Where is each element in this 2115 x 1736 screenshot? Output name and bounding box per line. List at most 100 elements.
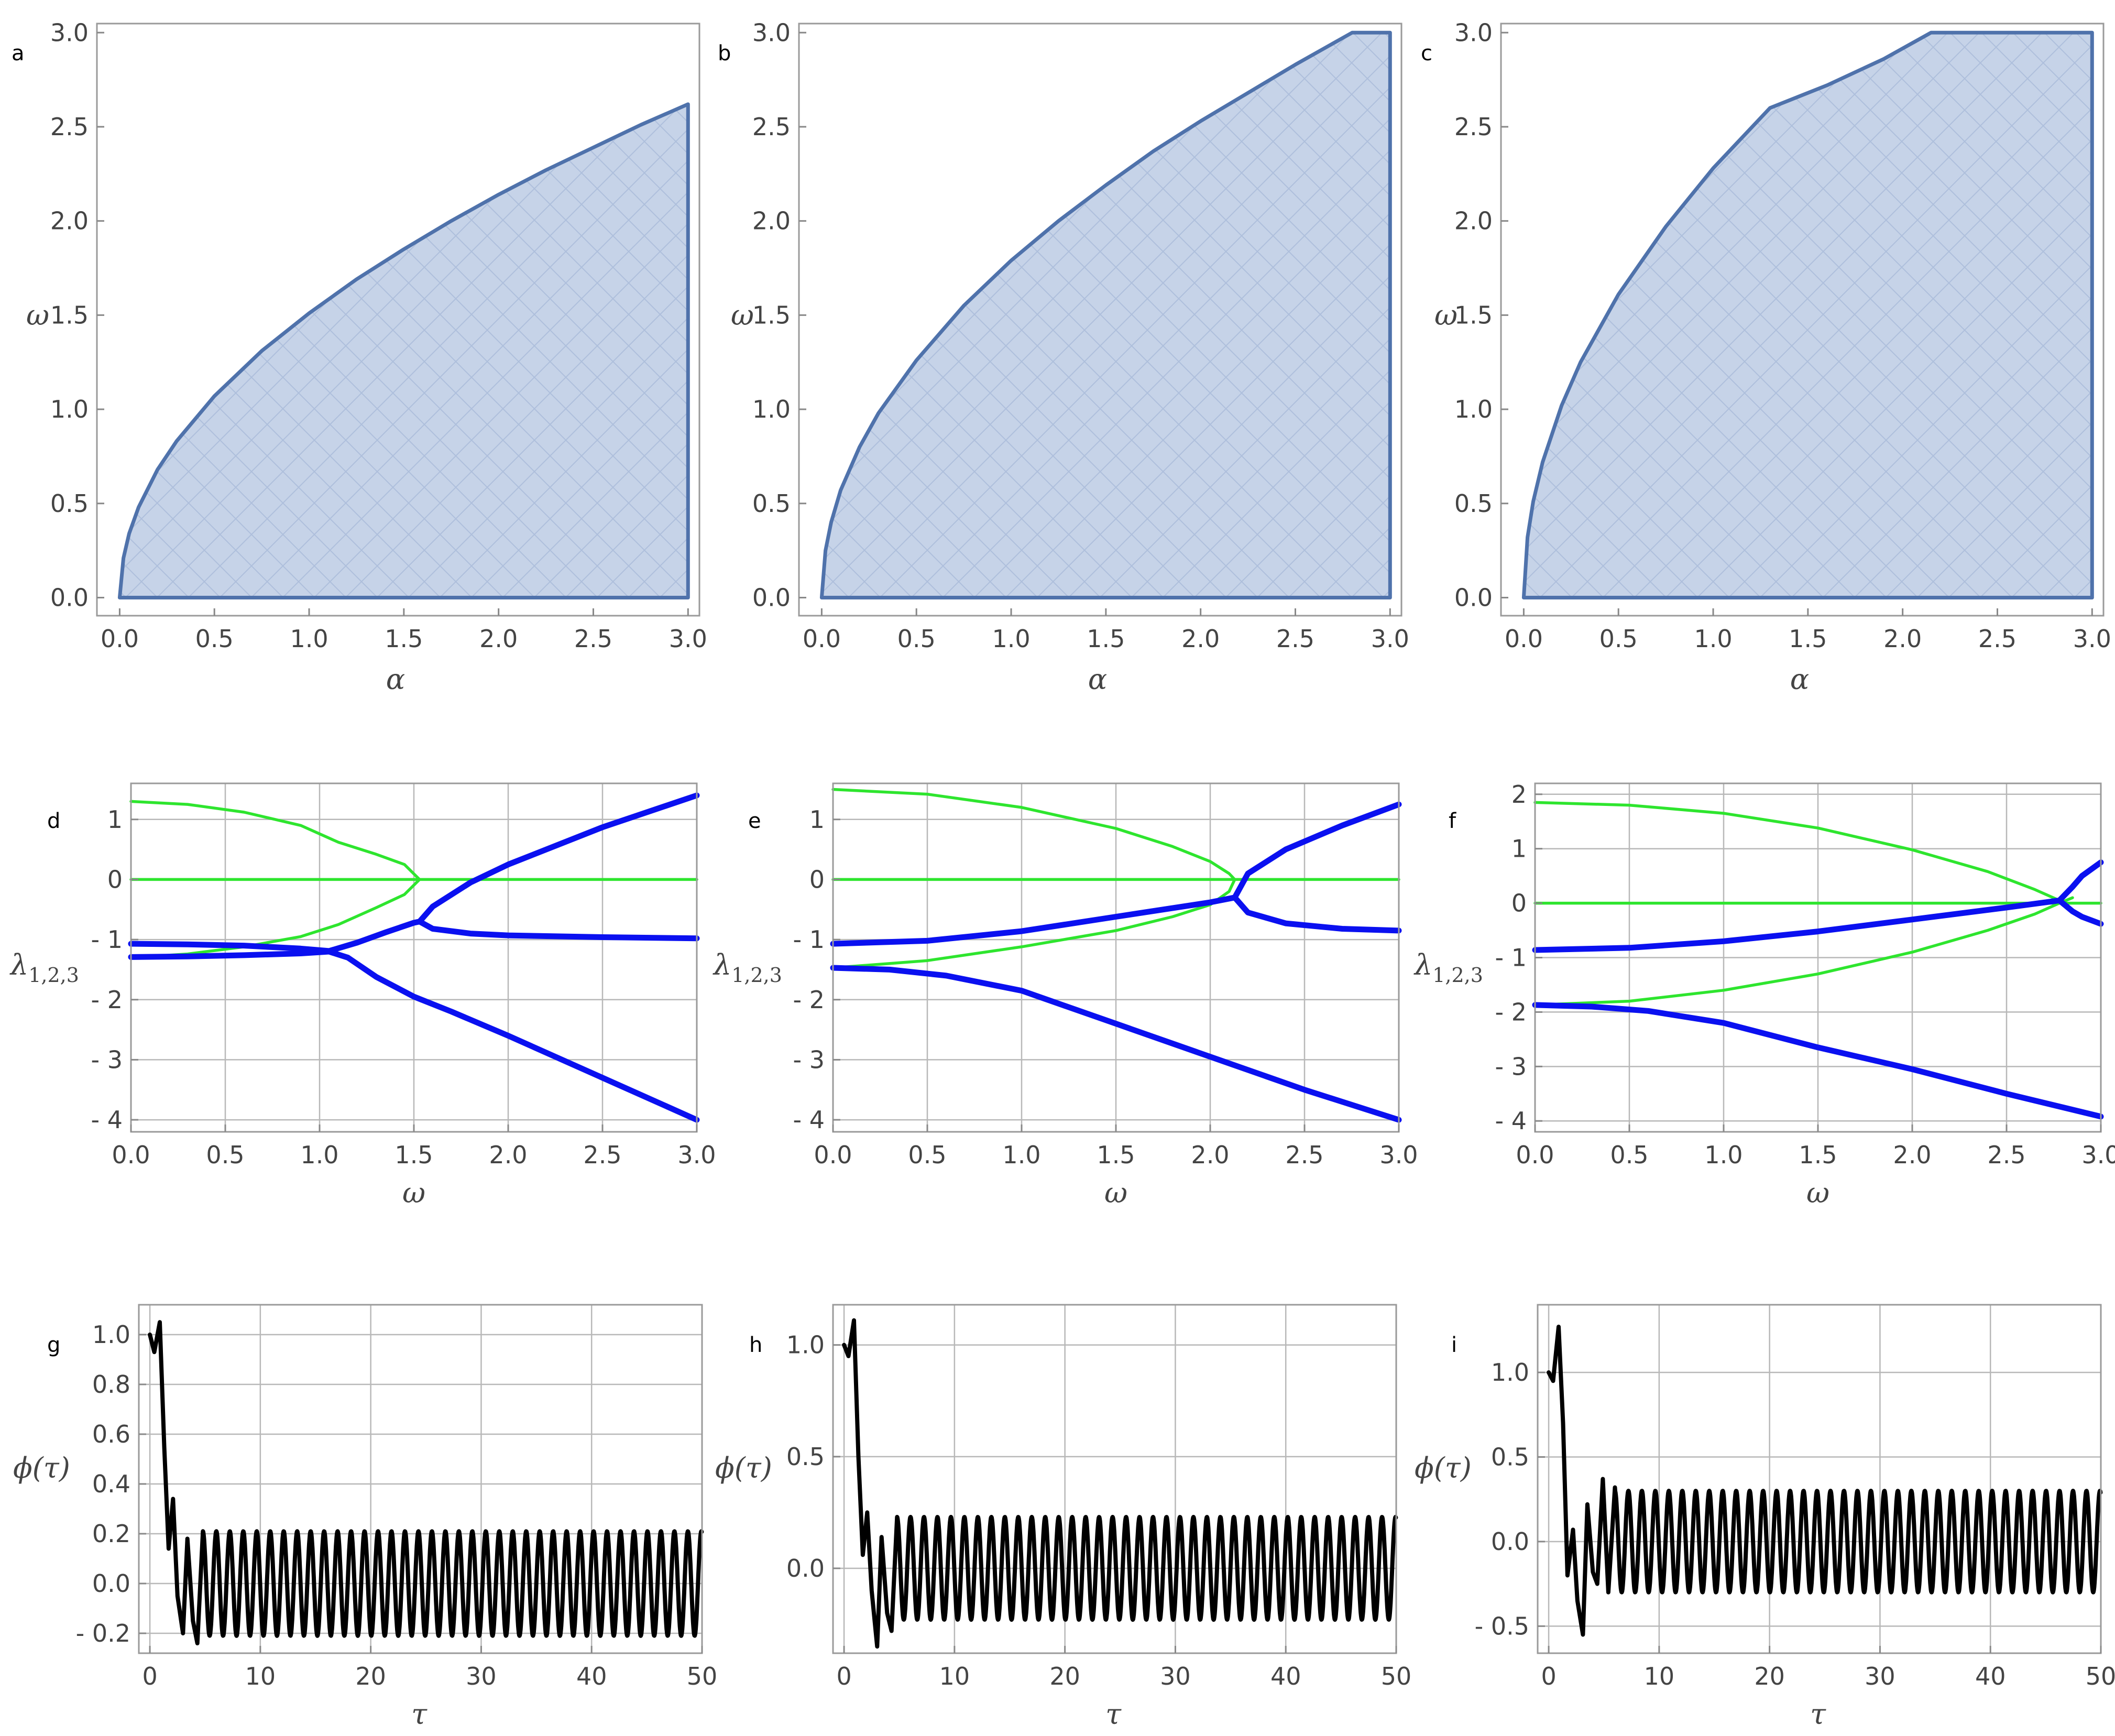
series-blue-4 — [2056, 897, 2104, 927]
x-tick-label: 40 — [1270, 1662, 1301, 1690]
panel-letter: d — [47, 809, 60, 833]
stable-region-mesh — [821, 32, 1390, 598]
stable-region-boundary — [117, 102, 690, 599]
panel-f: 0.0 0.5 1.0 1.5 2.0 2.5 3.0 2 1 0 - 1 - 2 - 3 - 4 ω λ1,… — [1413, 780, 2115, 1209]
x-tick-label: 2.0 — [489, 1141, 527, 1169]
panel-i: 0 10 20 30 40 50 1.0 0.5 0.0 - 0.5 τ ϕ(τ) i — [1415, 1304, 2115, 1731]
x-tick-label: 2.5 — [574, 625, 612, 653]
y-tick-label: - 3 — [91, 1045, 123, 1074]
y-tick-label: - 2 — [91, 986, 123, 1014]
x-tick-label: 1.0 — [1704, 1141, 1743, 1169]
y-tick-label: 0.4 — [92, 1470, 130, 1498]
y-tick-label: 1.5 — [752, 301, 791, 329]
panel-letter: g — [47, 1333, 60, 1357]
y-tick-label: - 3 — [1495, 1052, 1527, 1080]
panel-c: 0.0 0.5 1.0 1.5 2.0 2.5 3.0 0.0 0.5 1.0 1.5 2.0 2.5 3… — [1421, 18, 2111, 696]
y-axis-label: λ1,2,3 — [9, 948, 79, 987]
series-blue-3 — [830, 801, 1402, 947]
y-tick-label: 0.5 — [786, 1443, 825, 1471]
y-axis-label: ϕ(τ) — [1415, 1451, 1472, 1484]
x-tick-label: 0.0 — [814, 1141, 852, 1169]
x-tick-label: 1.5 — [1789, 625, 1827, 653]
y-tick-label: - 4 — [1495, 1107, 1527, 1135]
x-tick-label: 1.0 — [300, 1141, 338, 1169]
x-tick-label: 1.5 — [385, 625, 423, 653]
y-tick-label: 2 — [1511, 780, 1527, 809]
x-tick-label: 20 — [1754, 1662, 1785, 1690]
y-axis-label: ω — [1434, 299, 1458, 332]
stable-region-boundary — [819, 30, 1392, 599]
y-tick-label: 0.0 — [50, 583, 89, 612]
x-tick-label: 0.5 — [195, 625, 234, 653]
y-tick-label: 1.5 — [50, 301, 89, 329]
series-blue-5 — [128, 948, 700, 1123]
series-blue-5 — [1532, 1002, 2104, 1120]
panel-letter: i — [1451, 1333, 1457, 1357]
x-tick-label: 1.0 — [992, 625, 1030, 653]
x-tick-label: 50 — [2086, 1662, 2115, 1690]
series-green-2 — [129, 878, 421, 959]
y-tick-label: 1 — [1511, 835, 1527, 863]
plot-frame — [138, 1304, 703, 1654]
x-tick-label: 0.5 — [908, 1141, 946, 1169]
x-tick-label: 10 — [939, 1662, 970, 1690]
x-tick-label: 3.0 — [2073, 625, 2111, 653]
y-tick-label: - 3 — [793, 1045, 825, 1074]
x-tick-label: 1.5 — [1087, 625, 1125, 653]
series-green-0 — [831, 788, 1236, 881]
stable-region-mesh — [119, 104, 688, 598]
x-tick-label: 0.0 — [1505, 625, 1543, 653]
series-blue-3 — [128, 792, 700, 954]
panel-h: 0 10 20 30 40 50 1.0 0.5 0.0 τ ϕ(τ) h — [715, 1304, 1411, 1731]
y-tick-label: 0.8 — [92, 1370, 130, 1399]
y-tick-label: 0 — [809, 865, 825, 893]
x-axis-label: τ — [1105, 1698, 1122, 1731]
plot-frame — [1537, 1304, 2102, 1654]
x-axis-label: ω — [1806, 1176, 1829, 1209]
x-tick-label: 40 — [1975, 1662, 2006, 1690]
x-tick-label: 2.0 — [1191, 1141, 1229, 1169]
x-axis-label: α — [1790, 663, 1809, 696]
x-tick-label: 1.0 — [290, 625, 328, 653]
stable-region-boundary — [1521, 30, 2094, 599]
y-axis-label: ϕ(τ) — [13, 1451, 70, 1484]
y-tick-label: 0.5 — [752, 489, 791, 518]
x-tick-label: 0 — [1541, 1662, 1556, 1690]
panel-letter: h — [749, 1333, 762, 1357]
x-tick-label: 2.0 — [1893, 1141, 1931, 1169]
y-tick-label: 1 — [809, 805, 825, 834]
x-tick-label: 2.5 — [583, 1141, 621, 1169]
x-axis-label: ω — [1104, 1176, 1127, 1209]
x-tick-label: 2.0 — [479, 625, 518, 653]
x-axis-label: α — [386, 663, 405, 696]
y-tick-label: - 1 — [1495, 944, 1527, 972]
y-tick-label: 0.0 — [752, 583, 791, 612]
x-tick-label: 20 — [1049, 1662, 1080, 1690]
panel-b: 0.0 0.5 1.0 1.5 2.0 2.5 3.0 0.0 0.5 1.0 1.5 2.0 2.5 3… — [718, 18, 1409, 696]
x-tick-label: 1.0 — [1694, 625, 1732, 653]
x-tick-label: 10 — [1644, 1662, 1675, 1690]
y-axis-label: ϕ(τ) — [715, 1451, 772, 1484]
plot-frame — [1500, 23, 2105, 617]
y-tick-label: 0.5 — [1491, 1443, 1529, 1471]
x-tick-label: 3.0 — [2081, 1141, 2115, 1169]
y-tick-label: 0.0 — [92, 1569, 130, 1598]
y-tick-label: 1.0 — [752, 395, 791, 423]
x-tick-label: 30 — [466, 1662, 497, 1690]
x-tick-label: 2.5 — [1987, 1141, 2025, 1169]
y-tick-label: 0.2 — [92, 1520, 130, 1548]
y-tick-label: 0.6 — [92, 1420, 130, 1448]
y-tick-label: 1.0 — [50, 395, 89, 423]
x-tick-label: 50 — [687, 1662, 718, 1690]
panel-letter: b — [718, 41, 731, 65]
y-tick-label: 2.0 — [50, 207, 89, 235]
x-tick-label: 0.0 — [803, 625, 841, 653]
y-tick-label: 0.0 — [1454, 583, 1493, 612]
x-axis-label: ω — [402, 1176, 425, 1209]
x-tick-label: 1.5 — [394, 1141, 433, 1169]
y-tick-label: 0 — [107, 865, 123, 893]
panel-letter: c — [1421, 41, 1432, 65]
x-tick-label: 1.5 — [1799, 1141, 1837, 1169]
y-tick-label: 0.5 — [1454, 489, 1493, 518]
